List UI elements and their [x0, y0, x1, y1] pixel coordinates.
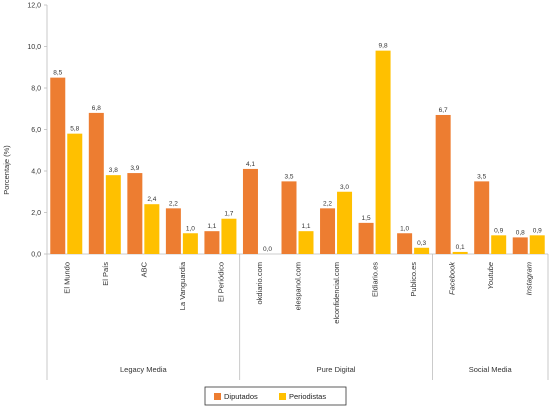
value-label-diputados: 8,5	[53, 70, 62, 77]
category-label-la-vanguardia: La Vanguardia	[178, 261, 187, 310]
value-label-periodistas: 1,0	[186, 225, 195, 232]
bar-diputados	[242, 168, 258, 254]
legend-box	[204, 386, 347, 406]
value-label-periodistas: 2,4	[147, 196, 156, 203]
value-label-periodistas: 1,1	[301, 223, 310, 230]
value-label-diputados: 0,8	[516, 229, 525, 236]
y-tick-label: 8,0	[31, 86, 41, 93]
value-label-periodistas: 3,8	[109, 167, 118, 174]
value-label-periodistas: 1,7	[224, 211, 233, 218]
y-tick-label: 6,0	[31, 127, 41, 134]
bar-periodistas	[182, 233, 198, 254]
bar-diputados	[435, 114, 451, 254]
value-label-diputados: 1,0	[400, 225, 409, 232]
value-label-diputados: 2,2	[169, 200, 178, 207]
legend-label-diputados: Diputados	[224, 392, 258, 401]
category-label-el-periodico: El Periódico	[216, 262, 225, 302]
group-label-social-media: Social Media	[469, 365, 513, 374]
value-label-periodistas: 3,0	[340, 184, 349, 191]
value-label-diputados: 3,9	[130, 165, 139, 172]
bar-periodistas	[144, 204, 160, 254]
group-label-legacy-media: Legacy Media	[120, 365, 168, 374]
category-label-elconfidencial-com: elconfidencial.com	[332, 262, 341, 324]
value-label-diputados: 3,5	[477, 173, 486, 180]
bar-diputados	[165, 208, 181, 254]
y-axis-label: Porcentaje (%)	[2, 145, 11, 195]
category-label-facebook: Facebook	[448, 261, 457, 295]
y-tick-label: 12,0	[27, 3, 41, 10]
category-label-el-pais: El País	[101, 262, 110, 286]
category-label-instagram: Instagram	[525, 262, 534, 295]
bar-periodistas	[414, 247, 430, 254]
bar-diputados	[358, 222, 374, 254]
value-label-periodistas: 0,9	[533, 227, 542, 234]
value-label-periodistas: 0,0	[263, 246, 272, 253]
y-tick-label: 10,0	[27, 44, 41, 51]
bar-periodistas	[491, 235, 507, 254]
bars	[50, 50, 545, 255]
value-label-diputados: 1,5	[362, 215, 371, 222]
category-label-okdiario-com: okdiario.com	[255, 262, 264, 305]
bar-diputados	[88, 112, 104, 255]
value-label-diputados: 1,1	[207, 223, 216, 230]
y-tick-label: 0,0	[31, 252, 41, 259]
legend-swatch-periodistas	[279, 393, 286, 400]
y-tick-label: 4,0	[31, 169, 41, 176]
group-label-pure-digital: Pure Digital	[317, 365, 356, 374]
category-label-youtube: Youtube	[486, 262, 495, 290]
bar-diputados	[397, 233, 413, 254]
bar-diputados	[50, 77, 66, 254]
category-label-el-mundo: El Mundo	[62, 262, 71, 294]
bar-periodistas	[452, 251, 468, 254]
value-label-diputados: 2,2	[323, 200, 332, 207]
bar-diputados	[127, 173, 143, 254]
value-label-diputados: 6,7	[439, 107, 448, 114]
legend-label-periodistas: Periodistas	[289, 392, 326, 401]
bar-periodistas	[375, 50, 391, 255]
bar-periodistas	[298, 231, 314, 254]
value-label-periodistas: 0,3	[417, 240, 426, 247]
category-label-eldiario-es: Eldiario.es	[371, 262, 380, 297]
bar-diputados	[320, 208, 336, 254]
category-label-elespanol-com: elespanol.com	[294, 262, 303, 310]
category-labels: El Mundo El País ABC La Vanguardia El Periód…	[62, 261, 533, 324]
bar-diputados	[512, 237, 528, 254]
value-label-periodistas: 0,1	[456, 244, 465, 251]
value-label-periodistas: 9,8	[379, 43, 388, 50]
bar-periodistas	[105, 175, 121, 254]
value-label-periodistas: 0,9	[494, 227, 503, 234]
legend-swatch-diputados	[214, 393, 221, 400]
bar-periodistas	[221, 218, 237, 254]
value-labels: 8,5 6,8 3,9 2,2 1,1 4,1 3,5 2,2 1,5 1,0 6,7 3,5 0,8 5…	[53, 43, 542, 253]
bar-diputados	[204, 231, 220, 254]
legend: Diputados Periodistas	[204, 386, 347, 406]
value-label-diputados: 4,1	[246, 161, 255, 168]
bar-diputados	[474, 181, 490, 254]
bar-periodistas	[67, 133, 83, 254]
group-labels: Legacy Media Pure Digital Social Media	[120, 365, 512, 374]
y-tick-label: 2,0	[31, 210, 41, 217]
value-label-periodistas: 5,8	[70, 126, 79, 133]
value-label-diputados: 6,8	[92, 105, 101, 112]
bar-periodistas	[529, 235, 545, 254]
y-tick-labels: 0,0 2,0 4,0 6,0 8,0 10,0 12,0	[27, 3, 41, 259]
bar-periodistas	[337, 191, 353, 254]
category-label-abc: ABC	[139, 261, 148, 277]
category-label-publico-es: Publico.es	[409, 262, 418, 297]
bar-diputados	[281, 181, 297, 254]
value-label-diputados: 3,5	[284, 173, 293, 180]
